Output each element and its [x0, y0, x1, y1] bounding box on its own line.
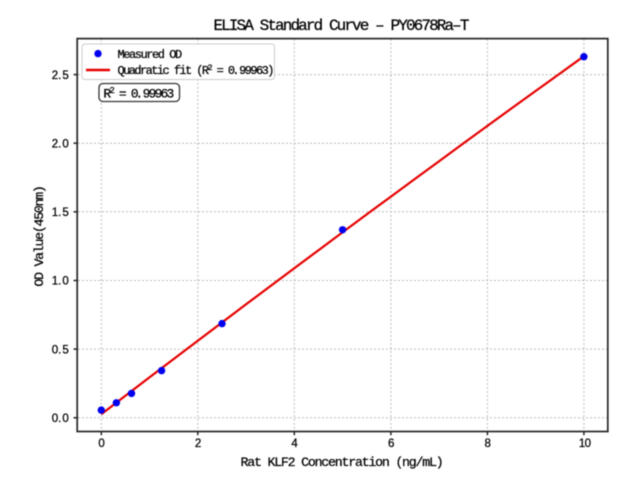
svg-text:8: 8: [484, 438, 490, 450]
svg-text:2: 2: [195, 438, 201, 450]
svg-text:1.5: 1.5: [52, 207, 69, 219]
svg-text:2.0: 2.0: [52, 138, 69, 150]
svg-text:R2 = 0.99963: R2 = 0.99963: [103, 86, 173, 102]
svg-text:6: 6: [388, 438, 394, 450]
svg-text:Quadratic fit (R2 = 0.99963): Quadratic fit (R2 = 0.99963): [118, 63, 274, 78]
svg-text:Rat KLF2 Concentration (ng/mL): Rat KLF2 Concentration (ng/mL): [241, 455, 443, 470]
svg-text:0.0: 0.0: [52, 413, 69, 425]
svg-text:2.5: 2.5: [52, 70, 69, 82]
svg-text:1.0: 1.0: [52, 276, 69, 288]
svg-text:4: 4: [291, 438, 298, 450]
svg-text:OD Value(450nm): OD Value(450nm): [32, 186, 47, 286]
svg-text:ELISA Standard Curve – PY0678R: ELISA Standard Curve – PY0678Ra–T: [213, 17, 468, 35]
svg-text:0: 0: [98, 438, 104, 450]
svg-text:0.5: 0.5: [52, 344, 69, 356]
svg-text:10: 10: [579, 438, 591, 450]
svg-text:Measured OD: Measured OD: [118, 48, 183, 62]
